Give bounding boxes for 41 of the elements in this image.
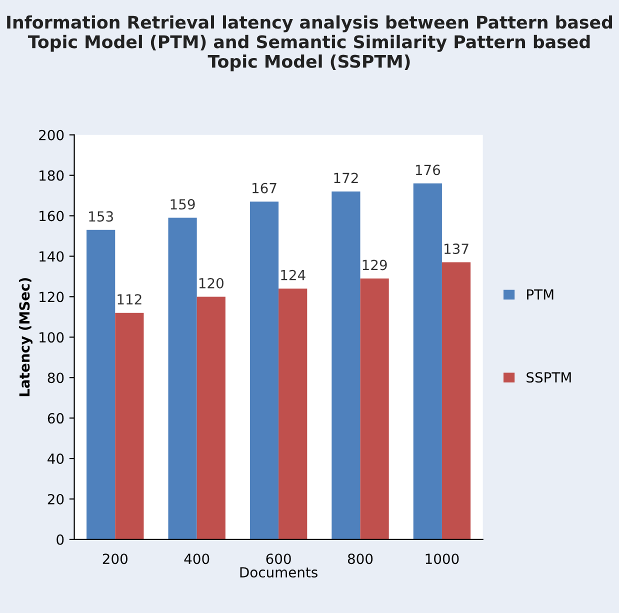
chart-title: Information Retrieval latency analysis between Pattern based Topic Model (PTM) and Semantic Similarity Pattern based Topic Model (SSPTM) — [7, 15, 612, 72]
y-tick-label: 140 — [40, 251, 64, 262]
data-label: 153 — [89, 211, 113, 222]
y-tick-label: 100 — [40, 332, 64, 343]
y-tick-label: 200 — [39, 130, 64, 140]
x-tick-label: 400 — [184, 554, 210, 564]
y-tick-label: 160 — [40, 210, 64, 222]
bar — [278, 288, 308, 540]
bar — [442, 262, 471, 540]
bar — [86, 230, 116, 540]
bar — [115, 312, 144, 540]
bar — [196, 296, 226, 540]
data-label: 124 — [281, 270, 306, 280]
bar — [413, 183, 442, 540]
y-tick-label: 120 — [40, 292, 64, 302]
legend-label: SSPTM — [526, 372, 571, 383]
data-label: 120 — [199, 278, 224, 288]
legend-label: PTM — [527, 289, 554, 300]
x-axis-title: Documents — [240, 567, 318, 578]
y-tick-label: 80 — [48, 372, 64, 384]
x-tick-label: 1000 — [426, 554, 459, 564]
bar — [168, 218, 197, 540]
x-tick-label: 600 — [266, 554, 291, 564]
x-tick-label: 800 — [348, 554, 373, 564]
bar — [250, 202, 279, 540]
y-tick-label: 0 — [56, 534, 64, 545]
y-axis-title: Latency (MSec) — [18, 278, 32, 396]
data-label: 176 — [416, 164, 440, 176]
data-label: 159 — [170, 199, 195, 210]
bar — [332, 192, 360, 540]
y-tick-label: 40 — [48, 453, 64, 464]
x-tick-label: 200 — [102, 554, 128, 564]
data-label: 137 — [444, 244, 468, 254]
y-tick-label: 20 — [48, 494, 64, 504]
data-label: 172 — [334, 172, 358, 184]
y-tick-label: 60 — [48, 413, 64, 424]
y-tick-label: 180 — [40, 170, 64, 181]
data-label: 112 — [118, 294, 142, 304]
data-label: 167 — [252, 182, 276, 194]
bar — [360, 278, 389, 540]
data-label: 129 — [362, 260, 387, 270]
